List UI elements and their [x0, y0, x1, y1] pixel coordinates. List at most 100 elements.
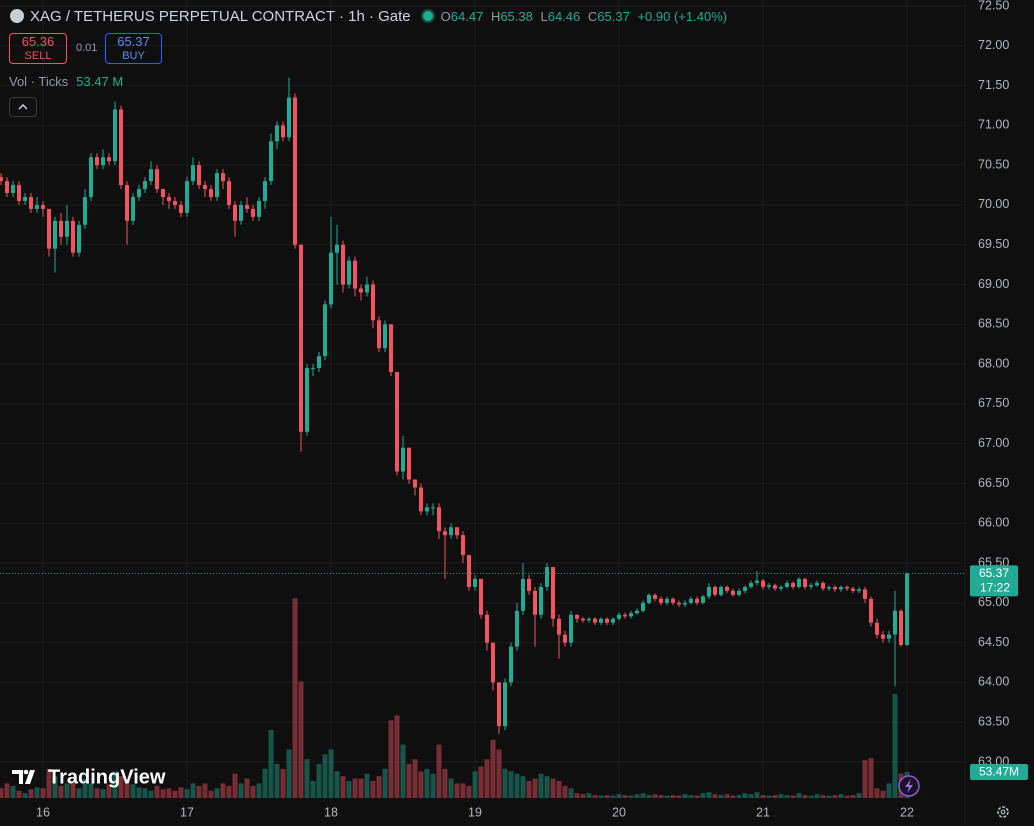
volume-bar — [418, 771, 424, 798]
volume-bar — [592, 795, 598, 798]
volume-bar — [274, 764, 280, 798]
candle-body — [665, 598, 669, 603]
volume-bar — [34, 787, 40, 798]
candle-body — [701, 596, 705, 603]
ohlc-label: O — [440, 8, 451, 24]
volume-bar — [58, 785, 64, 798]
volume-bar — [658, 795, 664, 798]
volume-bar — [886, 783, 892, 798]
volume-bar — [406, 764, 412, 798]
volume-bar — [82, 778, 88, 798]
y-tick-label: 64.00 — [978, 675, 1009, 689]
candle-body — [413, 479, 417, 488]
volume-bar — [502, 768, 508, 798]
volume-bar — [472, 771, 478, 798]
gear-center[interactable] — [1000, 809, 1006, 815]
candle-body — [263, 181, 267, 201]
volume-bar — [178, 787, 184, 798]
x-tick-label: 20 — [612, 805, 626, 819]
candle-body — [185, 181, 189, 213]
volume-bar — [856, 793, 862, 798]
logo-text: TradingView — [48, 766, 166, 788]
sell-price[interactable]: 65.36 — [21, 34, 55, 49]
volume-bar — [610, 795, 616, 798]
symbol-title[interactable]: XAG / TETHERUS PERPETUAL CONTRACT · 1h ·… — [30, 7, 411, 25]
candle-body — [281, 125, 285, 138]
collapse-icon[interactable] — [10, 98, 36, 116]
candle-body — [437, 507, 441, 532]
volume-bar — [250, 785, 256, 798]
volume-bar — [208, 790, 214, 798]
ohlc-value: 65.38 — [500, 8, 533, 24]
candle-body — [65, 220, 69, 237]
candle-body — [329, 252, 333, 305]
candle-body — [881, 634, 885, 639]
candle-body — [749, 582, 753, 587]
volume-bar — [772, 795, 778, 798]
lightning-button[interactable] — [898, 775, 920, 797]
candle-body — [461, 535, 465, 556]
volume-bar — [262, 768, 268, 798]
volume-legend-name: Vol · Ticks — [9, 74, 69, 89]
price-tag-countdown: 17:22 — [980, 581, 1010, 595]
volume-bar — [400, 744, 406, 798]
candle-body — [113, 109, 117, 162]
candle-body — [317, 356, 321, 369]
candle-body — [587, 618, 591, 621]
volume-bar — [556, 781, 562, 798]
volume-bar — [676, 795, 682, 798]
buy-label[interactable]: BUY — [122, 50, 145, 62]
y-tick-label: 69.00 — [978, 277, 1009, 291]
axes: 63.0063.5064.0064.5065.0065.5066.0066.50… — [36, 0, 1028, 826]
ohlc-label: C — [587, 8, 598, 24]
candle-body — [641, 602, 645, 611]
sell-label[interactable]: SELL — [24, 50, 52, 62]
sell-button[interactable]: 65.36 SELL — [9, 33, 67, 64]
candle-body — [5, 181, 9, 194]
volume-bar — [298, 681, 304, 798]
volume-bar — [304, 759, 310, 798]
candle-body — [611, 618, 615, 623]
candle-body — [713, 586, 717, 595]
market-status — [422, 11, 433, 21]
volume-bar — [118, 776, 124, 798]
candle-body — [311, 368, 315, 370]
buy-price[interactable]: 65.37 — [117, 34, 150, 49]
y-tick-label: 71.00 — [978, 118, 1009, 132]
candle-body — [689, 598, 693, 603]
lightning-icon[interactable] — [905, 779, 913, 793]
y-tick-label: 71.50 — [978, 78, 1009, 92]
candle-body — [491, 642, 495, 683]
volume-bar — [442, 768, 448, 798]
volume-bar — [160, 789, 166, 798]
volume-legend-value: 53.47 M — [76, 74, 124, 89]
candle-body — [629, 613, 633, 617]
volume-bar — [346, 781, 352, 798]
candle-body — [365, 284, 369, 293]
y-tick-label: 66.50 — [978, 476, 1009, 490]
candle-body — [863, 589, 867, 599]
volume-bar — [310, 781, 316, 798]
ohlc-label: L — [540, 8, 548, 24]
candle-body — [407, 447, 411, 480]
volume-bar — [892, 694, 898, 798]
candle-body — [419, 487, 423, 512]
candle-body — [791, 582, 795, 587]
volume-bar — [448, 778, 454, 798]
candle-body — [53, 220, 57, 249]
gear-icon[interactable] — [997, 806, 1009, 818]
collapse-button[interactable] — [9, 97, 37, 117]
candle-body — [887, 634, 891, 639]
buy-button[interactable]: 65.37 BUY — [105, 33, 162, 64]
candle-body — [833, 586, 837, 590]
candle-body — [767, 585, 771, 587]
candle-body — [449, 527, 453, 536]
volume-bar — [328, 749, 334, 798]
volume-bar — [382, 768, 388, 798]
candle-body — [251, 208, 255, 217]
candle-body — [683, 602, 687, 605]
settings-button[interactable] — [997, 806, 1009, 818]
chevron[interactable] — [18, 103, 28, 110]
candle-body — [851, 588, 855, 591]
